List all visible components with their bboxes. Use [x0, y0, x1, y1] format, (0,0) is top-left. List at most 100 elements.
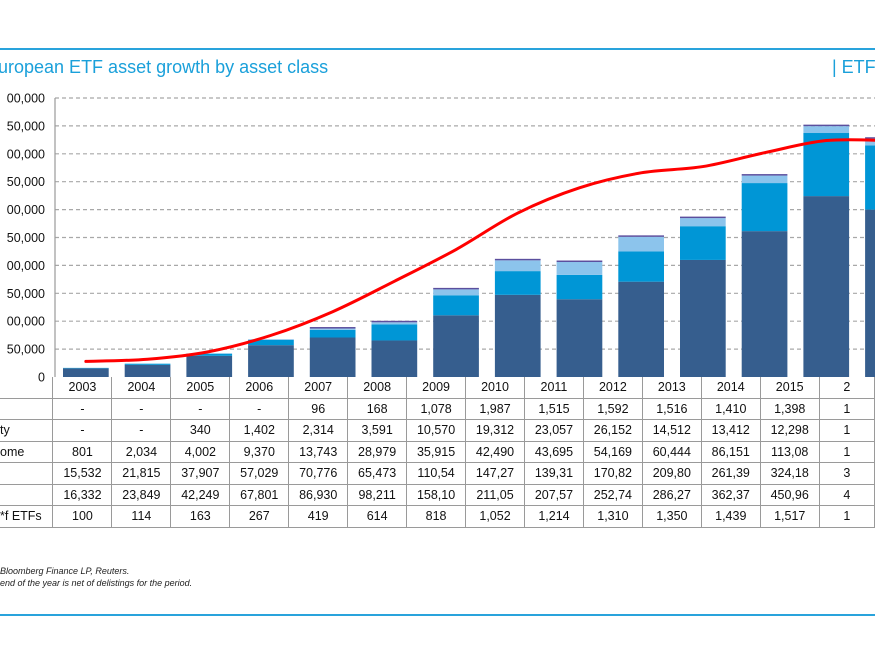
- table-cell: 23,849: [111, 483, 172, 506]
- table-header-cell: 2006: [229, 377, 290, 399]
- y-tick-label: 50,000: [7, 175, 45, 189]
- table-cell: 1,592: [582, 397, 643, 420]
- bar-segment-fixed-income: [556, 274, 603, 300]
- table-header-cell: 2008: [347, 377, 408, 399]
- table-header-cell: 2014: [700, 377, 761, 399]
- table-row: - - - -96 168 1,078 1,987 1,515 1,592 1,516 1,410 1…: [0, 397, 875, 420]
- table-cell: 818: [406, 505, 467, 528]
- table-cell: 211,05: [465, 483, 525, 506]
- bar-segment-equity: [803, 196, 850, 377]
- table-cell: 2,034: [111, 440, 172, 463]
- table-header-cell: 2: [818, 377, 875, 399]
- table-cell: 163: [170, 505, 231, 528]
- bar-segment-equity: [186, 355, 233, 377]
- bar-segment-other: [803, 124, 850, 127]
- table-cell: 3,591: [347, 419, 408, 442]
- table-header-cell: 2005: [170, 377, 231, 399]
- bar-segment-commodity: [433, 289, 479, 296]
- table-cell: 614: [347, 505, 408, 528]
- table-cell: 12,298: [759, 419, 820, 442]
- footnote-note: end of the year is net of delistings for…: [0, 578, 193, 588]
- table-cell: 42,490: [465, 440, 525, 463]
- table-cell: 261,39: [700, 462, 761, 485]
- table-cell: 57,029: [229, 462, 290, 485]
- table-cell: 54,169: [582, 440, 643, 463]
- table-cell: 70,776: [288, 462, 349, 485]
- table-cell: 1,987: [465, 397, 525, 420]
- bar-segment-other: [371, 320, 418, 323]
- table-cell: 86,930: [288, 483, 349, 506]
- table-header-cell: 2009: [406, 377, 467, 399]
- section-label: | ETF: [832, 57, 875, 77]
- bar-segment-equity: [865, 209, 875, 377]
- table-cell: 35,915: [406, 440, 467, 463]
- table-cell: 1,310: [582, 505, 643, 528]
- table-row: 15,532 21,815 37,907 57,029 70,776 65,473 110,…: [0, 462, 875, 485]
- bar-segment-equity: [618, 281, 664, 377]
- bar-segment-fixed-income: [248, 339, 294, 346]
- bar-segment-fixed-income: [680, 226, 726, 260]
- table-cell: -: [52, 397, 113, 420]
- y-tick-label: 50,000: [7, 343, 45, 357]
- table-cell: 43,695: [523, 440, 584, 463]
- footnote-source: Bloomberg Finance LP, Reuters.: [0, 566, 130, 576]
- bar-segment-equity: [248, 345, 294, 377]
- table-cell: 801: [52, 440, 113, 463]
- bar-segment-commodity: [865, 138, 875, 146]
- table-cell: 96: [288, 397, 349, 420]
- table-cell: 286,27: [641, 483, 702, 506]
- y-tick-label: 50,000: [7, 119, 45, 133]
- table-cell: 1,052: [465, 505, 525, 528]
- bar-segment-equity: [433, 315, 479, 377]
- table-header-cell: 2003: [52, 377, 113, 399]
- table-cell: 4,002: [170, 440, 231, 463]
- y-axis-ticks: 050,00000,00050,00000,00050,00000,00050,…: [7, 92, 45, 385]
- bar-segment-commodity: [494, 260, 541, 272]
- table-cell: 1,078: [406, 397, 467, 420]
- etf-count-line: [84, 138, 875, 363]
- bar-segment-fixed-income: [618, 251, 664, 282]
- table-cell: 110,54: [406, 462, 467, 485]
- table-cell: 67,801: [229, 483, 290, 506]
- bar-segment-commodity: [556, 262, 603, 275]
- table-corner: [0, 377, 54, 399]
- bar-segment-other: [618, 235, 664, 237]
- bar-segment-other: [433, 287, 479, 290]
- table-cell: 1,515: [523, 397, 584, 420]
- table-cell: -: [170, 397, 231, 420]
- stacked-bar-chart: 050,00000,00050,00000,00050,00000,00050,…: [7, 92, 875, 385]
- row-label: f ETFs*: [0, 505, 54, 528]
- bottom-rule: [0, 614, 875, 616]
- bar-segment-commodity: [371, 322, 418, 325]
- bar-segment-other: [309, 327, 356, 329]
- table-cell: 1: [818, 419, 875, 442]
- table-cell: 19,312: [465, 419, 525, 442]
- y-tick-label: 00,000: [7, 147, 45, 161]
- table-row: f ETFs* 100 114 163 267 419 614 818 1,052 1,214 1,…: [0, 505, 875, 528]
- table-cell: 207,57: [523, 483, 584, 506]
- bar-segment-fixed-income: [741, 183, 788, 232]
- table-cell: 60,444: [641, 440, 702, 463]
- bar-segment-commodity: [309, 328, 356, 330]
- table-cell: 26,152: [582, 419, 643, 442]
- table-cell: 1,398: [759, 397, 820, 420]
- table-header-cell: 2010: [465, 377, 525, 399]
- table-cell: -: [111, 397, 172, 420]
- table-cell: 42,249: [170, 483, 231, 506]
- row-label: ty: [0, 419, 54, 442]
- bar-segment-fixed-income: [865, 145, 875, 210]
- table-cell: 113,08: [759, 440, 820, 463]
- bar-segment-fixed-income: [186, 353, 233, 356]
- table-header-cell: 2013: [641, 377, 702, 399]
- table-header-cell: 2004: [111, 377, 172, 399]
- bar-segment-other: [865, 137, 875, 139]
- table-cell: 158,10: [406, 483, 467, 506]
- bar-segment-other: [556, 260, 603, 263]
- bar-segment-fixed-income: [371, 324, 418, 341]
- y-tick-label: 00,000: [7, 315, 45, 329]
- bar-segment-other: [680, 216, 726, 219]
- table-cell: 1,439: [700, 505, 761, 528]
- table-cell: 98,211: [347, 483, 408, 506]
- table-row: 16,332 23,849 42,249 67,801 86,930 98,211 158,…: [0, 483, 875, 506]
- row-label: [0, 483, 54, 506]
